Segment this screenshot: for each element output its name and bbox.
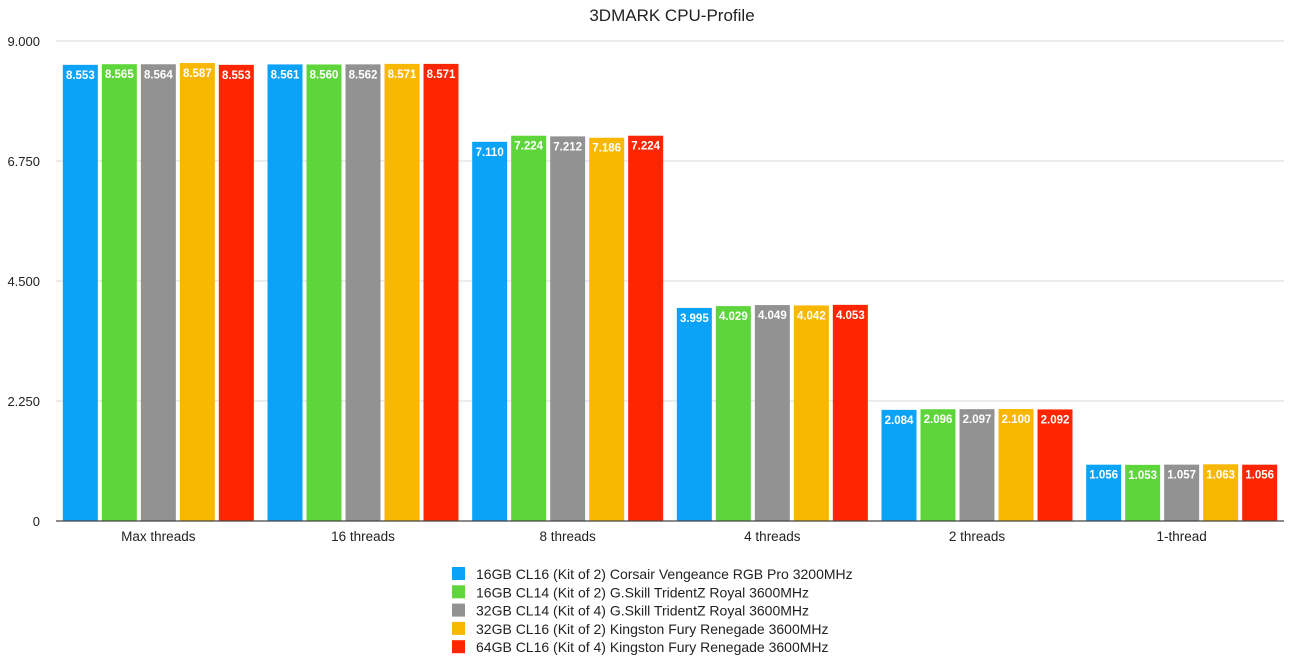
- data-label: 7.186: [592, 143, 621, 155]
- bar: [1164, 464, 1200, 521]
- bar: [218, 64, 254, 521]
- bar: [179, 63, 215, 521]
- data-label: 8.562: [349, 69, 378, 81]
- legend-label: 32GB CL14 (Kit of 4) G.Skill TridentZ Ro…: [476, 603, 809, 619]
- data-label: 8.571: [388, 69, 417, 81]
- legend-swatch: [452, 603, 465, 617]
- data-label: 7.212: [553, 141, 582, 153]
- bar: [1037, 409, 1073, 521]
- legend-swatch: [452, 567, 465, 580]
- data-label: 3.995: [680, 313, 709, 325]
- bar: [1086, 464, 1122, 521]
- data-label: 8.587: [183, 68, 212, 80]
- bar: [1125, 464, 1161, 521]
- x-axis-ticks: Max threads 16 threads 8 threads 4 threads 2…: [121, 529, 1207, 544]
- y-tick-label: 9.000: [7, 34, 40, 49]
- data-label: 1.053: [1128, 470, 1157, 482]
- data-label: 1.057: [1167, 470, 1196, 482]
- legend-label: 16GB CL14 (Kit of 2) G.Skill TridentZ Ro…: [476, 584, 809, 600]
- bar: [267, 64, 303, 521]
- y-axis-ticks: 0 2.250 4.500 6.750 9.000: [7, 34, 40, 529]
- x-tick-label: 8 threads: [540, 529, 597, 544]
- bar: [306, 64, 342, 521]
- bar: [1242, 464, 1278, 521]
- legend-label: 64GB CL16 (Kit of 4) Kingston Fury Reneg…: [476, 639, 829, 655]
- bar: [832, 304, 868, 521]
- data-label: 4.049: [758, 310, 787, 322]
- y-tick-label: 2.250: [7, 394, 40, 409]
- data-label: 2.100: [1002, 414, 1031, 426]
- legend-swatch: [452, 585, 465, 599]
- bar: [754, 305, 790, 521]
- bar: [589, 137, 625, 521]
- data-label: 2.084: [885, 415, 914, 427]
- bar: [628, 135, 664, 521]
- bar: [676, 307, 712, 521]
- x-tick-label: 4 threads: [744, 529, 801, 544]
- legend-label: 16GB CL16 (Kit of 2) Corsair Vengeance R…: [476, 566, 853, 582]
- bar: [101, 64, 137, 521]
- bar: [62, 64, 98, 521]
- data-label: 8.571: [427, 69, 456, 81]
- bar: [920, 409, 956, 521]
- bar: [345, 64, 381, 522]
- bar: [140, 64, 176, 522]
- y-tick-label: 4.500: [7, 274, 40, 289]
- data-label: 8.561: [271, 69, 300, 81]
- bar: [1203, 464, 1239, 521]
- data-label: 7.224: [514, 141, 543, 153]
- bar: [423, 63, 459, 521]
- data-label: 2.092: [1041, 414, 1070, 426]
- bar: [881, 409, 917, 521]
- data-label: 4.042: [797, 310, 826, 322]
- x-tick-label: 16 threads: [331, 529, 395, 544]
- legend: 16GB CL16 (Kit of 2) Corsair Vengeance R…: [452, 566, 853, 655]
- data-label: 2.096: [924, 414, 953, 426]
- data-labels: 8.553 8.565 8.564 8.587 8.553 8.561 8.560 8.562…: [66, 68, 1274, 482]
- data-label: 4.053: [836, 310, 865, 322]
- y-tick-label: 6.750: [7, 154, 40, 169]
- data-label: 7.110: [476, 147, 504, 159]
- bar: [550, 136, 586, 522]
- data-label: 2.097: [963, 414, 992, 426]
- data-label: 8.565: [105, 69, 134, 81]
- data-label: 8.553: [222, 70, 251, 82]
- x-tick-label: 1-thread: [1157, 529, 1207, 544]
- bar: [959, 409, 995, 521]
- x-tick-label: 2 threads: [949, 529, 1006, 544]
- bar: [793, 305, 829, 521]
- bar: [384, 63, 420, 521]
- bars: [62, 63, 1278, 522]
- bar: [511, 135, 547, 521]
- data-label: 4.029: [719, 311, 748, 323]
- data-label: 1.063: [1206, 469, 1235, 481]
- legend-swatch: [452, 640, 465, 654]
- bar: [715, 306, 751, 521]
- data-label: 7.224: [631, 141, 660, 153]
- grid-lines: [56, 40, 1284, 402]
- bar: [998, 409, 1034, 521]
- data-label: 1.056: [1089, 470, 1118, 482]
- data-label: 1.056: [1245, 470, 1274, 482]
- bar: [472, 141, 508, 522]
- legend-swatch: [452, 621, 465, 635]
- x-tick-label: Max threads: [121, 529, 196, 544]
- chart-title: 3DMARK CPU-Profile: [589, 6, 754, 25]
- legend-label: 32GB CL16 (Kit of 2) Kingston Fury Reneg…: [476, 621, 829, 637]
- data-label: 8.560: [310, 69, 339, 81]
- data-label: 8.553: [66, 70, 95, 82]
- y-tick-label: 0: [33, 514, 40, 529]
- data-label: 8.564: [144, 69, 173, 81]
